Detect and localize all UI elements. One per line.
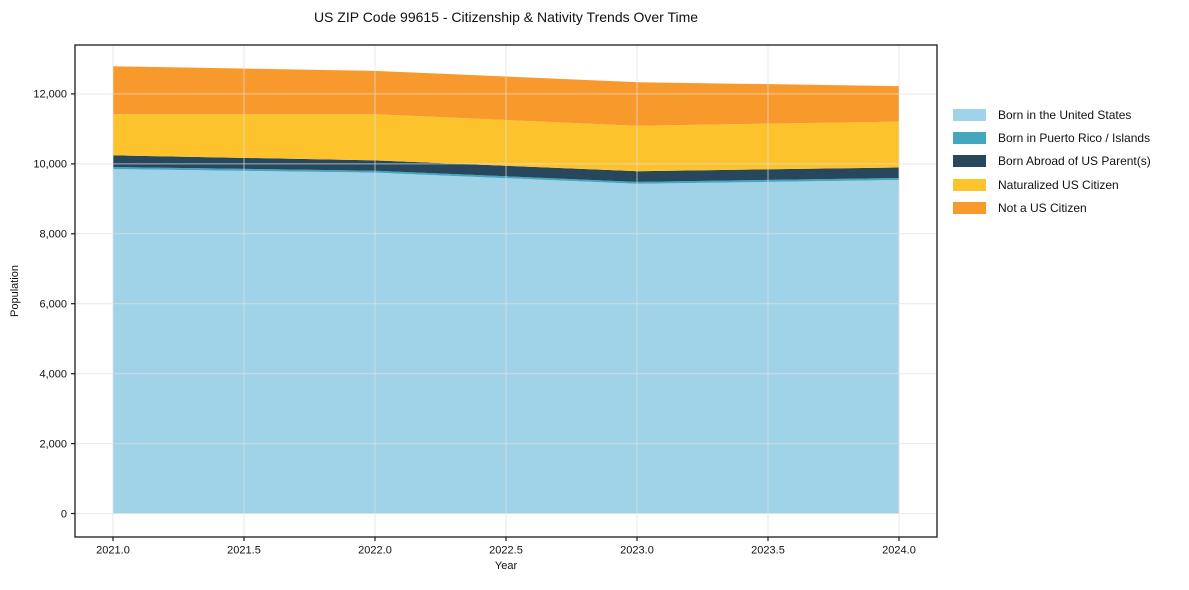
x-tick-label: 2022.5 (489, 545, 523, 557)
y-tick-label: 8,000 (39, 229, 67, 241)
y-tick-label: 12,000 (33, 89, 67, 101)
x-tick-label: 2023.5 (751, 545, 785, 557)
y-tick-label: 2,000 (39, 438, 67, 450)
y-axis-label: Population (9, 265, 21, 317)
y-tick-label: 0 (61, 508, 67, 520)
y-tick-label: 6,000 (39, 299, 67, 311)
legend-label: Born in the United States (998, 107, 1132, 122)
legend-item: Naturalized US Citizen (953, 173, 1151, 196)
legend-swatch (953, 178, 986, 191)
chart-title: US ZIP Code 99615 - Citizenship & Nativi… (313, 9, 699, 25)
x-tick-label: 2024.0 (882, 545, 916, 557)
x-tick-label: 2021.5 (227, 545, 261, 557)
legend-item: Not a US Citizen (953, 196, 1151, 219)
x-axis-label: Year (494, 560, 518, 572)
legend-label: Born Abroad of US Parent(s) (998, 154, 1151, 169)
legend-item: Born Abroad of US Parent(s) (953, 150, 1151, 173)
legend-swatch (953, 155, 986, 168)
y-tick-label: 4,000 (39, 369, 67, 381)
legend-label: Naturalized US Citizen (998, 177, 1119, 192)
legend: Born in the United States Born in Puerto… (953, 103, 1151, 219)
x-tick-label: 2023.0 (620, 545, 654, 557)
x-tick-label: 2022.0 (358, 545, 392, 557)
legend-swatch (953, 131, 986, 144)
legend-item: Born in the United States (953, 103, 1151, 126)
x-tick-label: 2021.0 (96, 545, 130, 557)
area-series-1 (113, 167, 899, 184)
legend-swatch (953, 201, 986, 214)
legend-label: Not a US Citizen (998, 200, 1087, 215)
legend-swatch (953, 108, 986, 121)
y-tick-label: 10,000 (33, 159, 67, 171)
legend-label: Born in Puerto Rico / Islands (998, 130, 1151, 145)
legend-item: Born in Puerto Rico / Islands (953, 126, 1151, 149)
